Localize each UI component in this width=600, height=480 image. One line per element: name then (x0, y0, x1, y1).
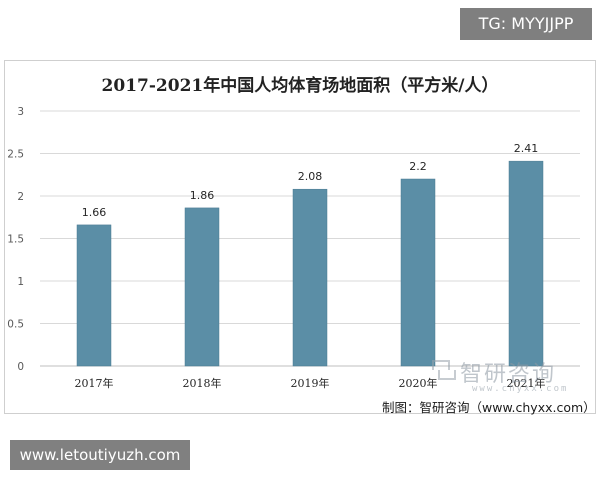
x-tick-label: 2020年 (399, 376, 438, 390)
y-tick-label: 2 (17, 191, 24, 203)
y-tick-label: 1.5 (7, 234, 24, 246)
x-tick-label: 2018年 (183, 376, 222, 390)
y-axis-ticks: 0 0.5 1 1.5 2 2.5 3 (7, 106, 24, 373)
bar-value-label: 2.2 (409, 160, 427, 173)
y-tick-label: 0 (17, 361, 24, 373)
bar-value-label: 1.66 (82, 206, 107, 219)
x-tick-label: 2019年 (291, 376, 330, 390)
watermark: 智研咨询 www.chyxx.com (432, 358, 582, 396)
x-axis-ticks: 2017年 2018年 2019年 2020年 2021年 (75, 376, 546, 390)
bars (76, 160, 544, 367)
y-tick-label: 0.5 (7, 319, 24, 331)
chart-title: 2017-2021年中国人均体育场地面积（平方米/人） (101, 76, 499, 96)
y-tick-label: 1 (17, 276, 24, 288)
tg-badge: TG: MYYJJPP (460, 8, 592, 40)
watermark-url: www.chyxx.com (472, 384, 569, 394)
bar (508, 160, 544, 367)
chyxx-logo-icon (432, 360, 456, 382)
bar-value-label: 1.86 (190, 189, 215, 202)
y-tick-label: 3 (17, 106, 24, 118)
x-tick-label: 2017年 (75, 376, 114, 390)
bar (400, 178, 436, 367)
bar (184, 207, 220, 367)
bar-value-label: 2.41 (514, 142, 539, 155)
bar (292, 188, 328, 367)
chart-credit: 制图：智研咨询（www.chyxx.com） (382, 400, 596, 415)
value-labels: 1.66 1.86 2.08 2.2 2.41 (82, 142, 539, 219)
bar-value-label: 2.08 (298, 170, 323, 183)
x-tick-label: 2021年 (507, 376, 546, 390)
site-url-badge[interactable]: www.letoutiyuzh.com (10, 440, 190, 470)
y-tick-label: 2.5 (7, 149, 24, 161)
watermark-brand: 智研咨询 (460, 362, 557, 387)
bar (76, 224, 112, 367)
